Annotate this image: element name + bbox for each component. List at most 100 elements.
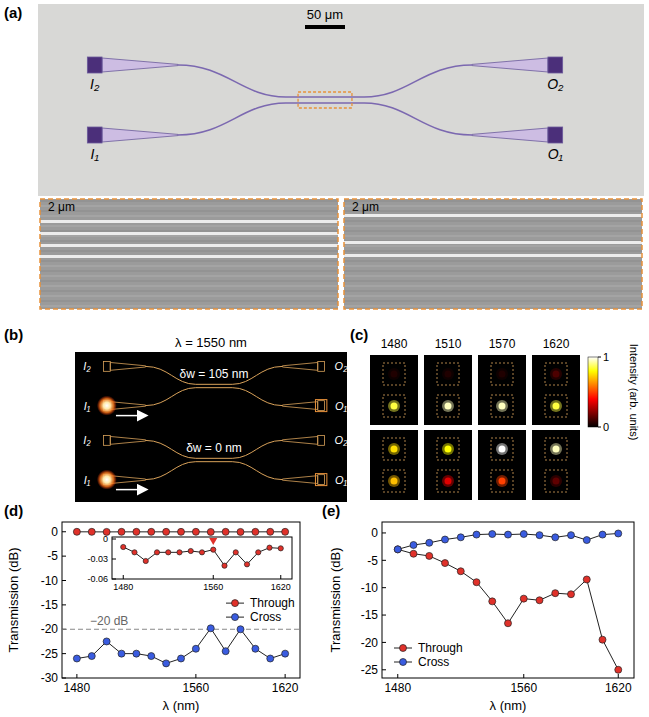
y-tick-label: -5 [367,554,378,568]
taper [102,128,178,142]
sem-texture [40,215,338,217]
sem-frame [40,199,338,309]
grating-coupler [318,401,325,411]
y-tick-label: 0 [103,534,108,544]
data-point [88,528,95,535]
sem-texture [344,200,642,202]
waveguide [146,440,283,458]
grating-coupler [548,127,563,143]
sem-texture [344,265,642,267]
panel-letter: (d) [4,502,23,519]
output-spot [445,371,452,378]
data-point [267,545,272,550]
spot-halo [388,400,400,412]
data-point [163,660,170,667]
legend: ThroughCross [394,641,463,669]
grating-coupler [548,57,563,73]
y-tick [62,580,66,581]
input-arrow [116,415,146,417]
data-point [252,645,259,652]
sem-waveguide [40,220,338,223]
data-point [103,638,110,645]
legend-marker [400,645,407,652]
data-point [583,537,590,544]
data-point [252,528,259,535]
port-label: O₁ [548,146,564,162]
output-spot [391,478,398,485]
sem-texture [40,295,338,297]
data-point [568,591,575,598]
data-point [552,590,559,597]
spot-halo [442,368,454,380]
data-point [256,550,261,555]
sem-texture [40,200,338,202]
y-tick [62,604,66,605]
taper [110,436,145,444]
data-point [207,528,214,535]
data-point [244,562,249,567]
port-box [437,395,459,417]
y-tick-label: -25 [361,663,379,677]
spot-halo [550,443,562,455]
port-box [383,470,405,492]
sem-texture [344,205,642,207]
x-tick [213,575,214,579]
y-tick-label: -5 [47,549,58,563]
grating-coupler [103,435,110,445]
port-box [437,438,459,460]
data-point [426,539,433,546]
spot-halo [442,443,454,455]
legend-marker [232,614,239,621]
sem-texture [344,280,642,282]
taper [282,436,317,444]
port-box [545,470,567,492]
data-point [148,528,155,535]
x-tick [195,674,196,678]
data-point [615,666,622,673]
sem-texture [40,225,338,227]
x-tick [280,575,281,579]
data-point [394,546,401,553]
output-spot [553,371,560,378]
data-point [178,655,185,662]
data-point [473,531,480,538]
sem-texture [40,265,338,267]
data-point [410,541,417,548]
data-point [568,532,575,539]
mode-image [478,355,526,425]
mode-image [424,430,472,500]
y-tick-label: -20 [361,636,379,650]
sem-texture [344,285,642,287]
output-spot [391,403,398,410]
port-box [545,363,567,385]
scale-bar [305,25,345,29]
data-point [222,563,227,568]
data-point [199,550,204,555]
data-point [489,531,496,538]
output-spot [391,446,398,453]
data-point [133,528,140,535]
output-spot [391,371,398,378]
y-tick [382,669,386,670]
x-tick-label: 1620 [271,582,291,592]
data-point [278,546,283,551]
x-tick [123,575,124,579]
data-point [505,531,512,538]
y-tick [62,556,66,557]
data-point [426,552,433,559]
data-point [583,576,590,583]
y-tick-label: 0 [371,526,378,540]
plot-area [121,544,284,568]
output-spot [445,446,452,453]
plot-area [62,528,300,667]
input-glow [97,470,117,490]
taper [282,476,317,484]
data-point [473,579,480,586]
y-tick [62,531,66,532]
sem-image [40,199,338,309]
data-point [73,655,80,662]
mode-image [370,430,418,500]
legend-label: Cross [250,610,281,624]
series-line [398,549,619,669]
waveguide [146,388,283,406]
